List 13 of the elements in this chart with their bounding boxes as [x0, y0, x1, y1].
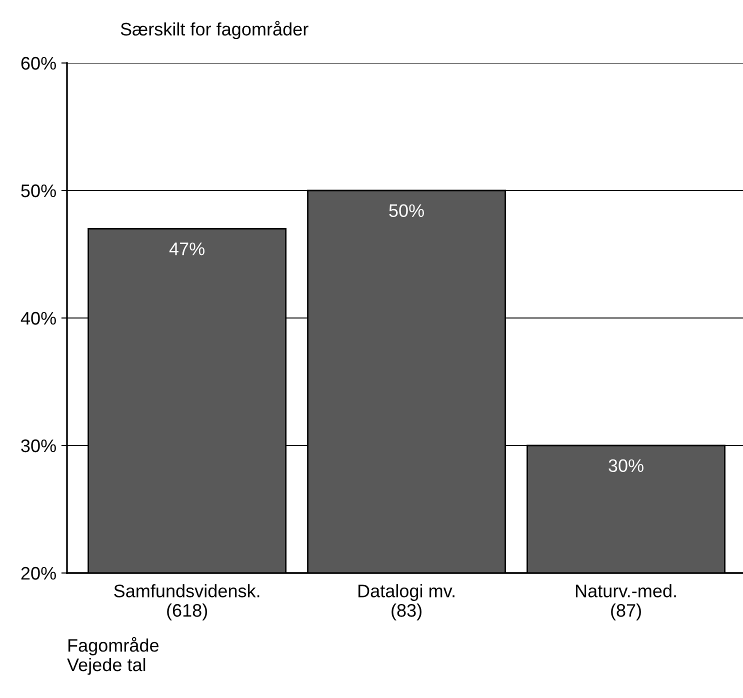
data-label: 50% [389, 204, 424, 218]
y-tick-label: 50% [21, 184, 56, 198]
x-axis-title: Fagområde Vejede tal [67, 637, 159, 675]
x-tick-label: Datalogi mv. (83) [358, 584, 454, 620]
chart-title: Særskilt for fagområder [120, 20, 308, 40]
x-tick-label: Samfundsvidensk. (618) [114, 584, 260, 620]
y-tick-label: 40% [20, 312, 56, 325]
x-tick-label: Naturv.-med. (87) [576, 584, 676, 620]
y-tick-label: 30% [21, 439, 56, 452]
y-tick-label: 20% [21, 566, 56, 580]
data-label: 30% [608, 459, 644, 472]
data-label: 47% [169, 242, 204, 256]
y-tick-label: 60% [21, 56, 56, 70]
